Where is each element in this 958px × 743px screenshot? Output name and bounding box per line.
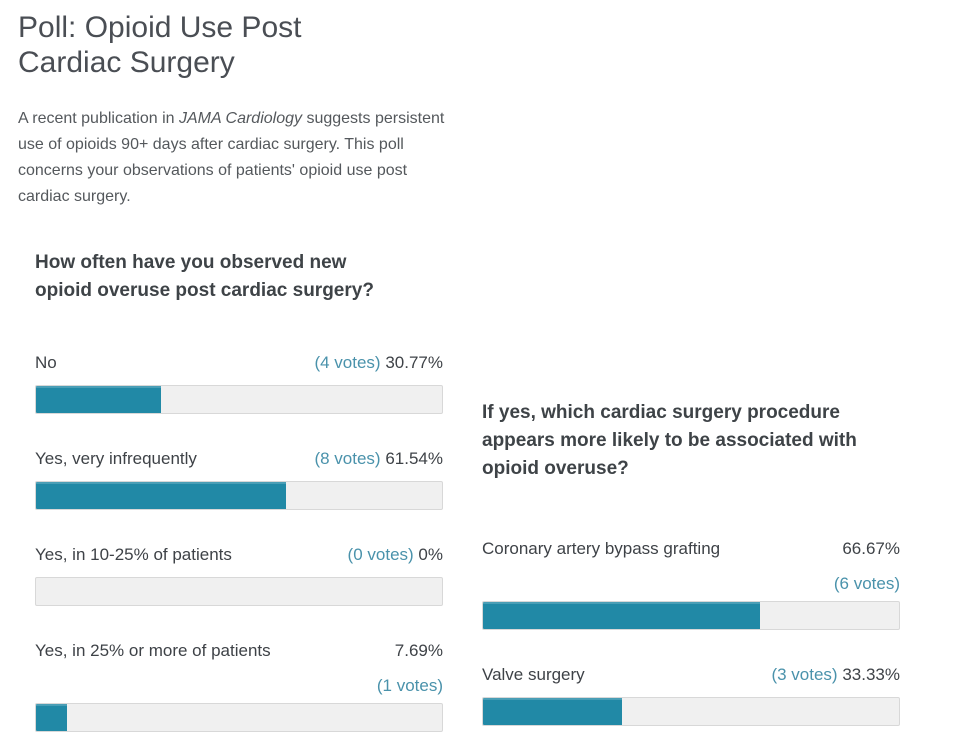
poll-question-2: If yes, which cardiac surgery procedure … xyxy=(482,399,900,726)
result-bar-track xyxy=(482,601,900,630)
poll-1-option-25-plus: Yes, in 25% or more of patients 7.69% (1… xyxy=(35,637,443,732)
option-label: Yes, in 25% or more of patients xyxy=(35,641,271,660)
intro-text-post: suggests persistent use of opioids 90+ d… xyxy=(18,110,445,205)
poll-1-option-10-25: Yes, in 10-25% of patients (0 votes) 0% xyxy=(35,541,443,606)
intro-text-pre: A recent publication in xyxy=(18,110,179,127)
result-bar-track xyxy=(35,385,443,414)
option-label: Coronary artery bypass grafting xyxy=(482,539,721,558)
option-header: No (4 votes) 30.77% xyxy=(35,349,443,376)
percent-value: 30.77% xyxy=(385,353,443,372)
result-bar-track xyxy=(482,697,900,726)
option-votes-row: (6 votes) xyxy=(482,571,900,596)
option-label: No xyxy=(35,353,57,372)
option-result: (4 votes) 30.77% xyxy=(314,349,443,376)
option-header: Coronary artery bypass grafting 66.67% xyxy=(482,535,900,562)
option-header: Yes, in 10-25% of patients (0 votes) 0% xyxy=(35,541,443,568)
option-label: Yes, very infrequently xyxy=(35,449,197,468)
option-header: Yes, in 25% or more of patients 7.69% xyxy=(35,637,443,664)
option-votes-row: (1 votes) xyxy=(35,673,443,698)
poll-2-option-valve: Valve surgery (3 votes) 33.33% xyxy=(482,661,900,726)
votes-link[interactable]: (3 votes) xyxy=(771,665,838,684)
percent-value: 7.69% xyxy=(394,641,443,660)
votes-link[interactable]: (4 votes) xyxy=(314,353,381,372)
page-title: Poll: Opioid Use Post Cardiac Surgery xyxy=(18,11,302,79)
option-label: Yes, in 10-25% of patients xyxy=(35,545,232,564)
percent-value: 61.54% xyxy=(385,449,443,468)
option-result: (0 votes) 0% xyxy=(348,541,443,568)
result-bar-fill xyxy=(483,698,622,725)
votes-link[interactable]: (8 votes) xyxy=(314,449,381,468)
percent-value: 33.33% xyxy=(842,665,900,684)
option-result: (8 votes) 61.54% xyxy=(314,445,443,472)
option-header: Valve surgery (3 votes) 33.33% xyxy=(482,661,900,688)
option-result: (3 votes) 33.33% xyxy=(771,661,900,688)
result-bar-fill xyxy=(36,386,161,413)
votes-link[interactable]: (1 votes) xyxy=(376,676,443,695)
poll-1-option-infrequently: Yes, very infrequently (8 votes) 61.54% xyxy=(35,445,443,510)
option-header: Yes, very infrequently (8 votes) 61.54% xyxy=(35,445,443,472)
poll-1-option-no: No (4 votes) 30.77% xyxy=(35,349,443,414)
result-bar-fill xyxy=(36,704,68,731)
journal-name: JAMA Cardiology xyxy=(179,110,303,127)
poll-1-question: How often have you observed new opioid o… xyxy=(35,252,374,301)
result-bar-fill xyxy=(36,482,286,509)
percent-value: 0% xyxy=(418,545,443,564)
percent-value: 66.67% xyxy=(842,539,900,558)
result-bar-track xyxy=(35,703,443,732)
result-bar-fill xyxy=(483,602,761,629)
option-label: Valve surgery xyxy=(482,665,585,684)
poll-2-option-cabg: Coronary artery bypass grafting 66.67% (… xyxy=(482,535,900,630)
poll-2-question: If yes, which cardiac surgery procedure … xyxy=(482,402,857,479)
poll-intro: A recent publication in JAMA Cardiology … xyxy=(18,106,462,210)
result-bar-track xyxy=(35,577,443,606)
result-bar-track xyxy=(35,481,443,510)
votes-link[interactable]: (6 votes) xyxy=(833,574,900,593)
poll-question-1: How often have you observed new opioid o… xyxy=(35,249,443,732)
votes-link[interactable]: (0 votes) xyxy=(347,545,414,564)
